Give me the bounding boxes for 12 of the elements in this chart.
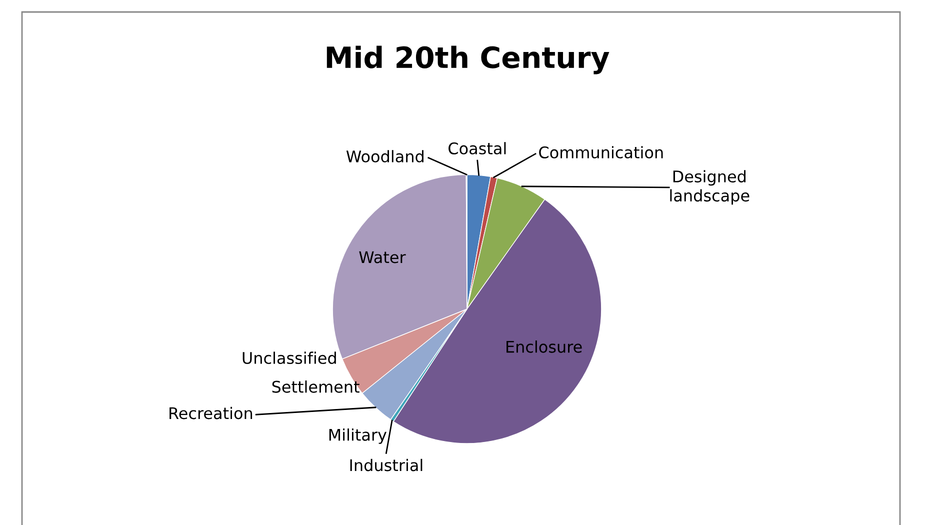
slice-label: Designed landscape: [670, 170, 750, 205]
category-label: Unclassified: [242, 352, 336, 364]
slice-label: Settlement: [272, 380, 360, 393]
slice-label: Woodland: [346, 150, 424, 162]
slice-label: Enclosure: [506, 340, 582, 353]
chart-title: Mid 20th Century: [326, 46, 610, 74]
category-label: Military: [329, 428, 387, 444]
slice-label: Coastal: [448, 142, 506, 154]
slice-label: Communication: [539, 146, 663, 158]
slice-label: Recreation: [170, 406, 252, 420]
slice-label: Industrial: [350, 458, 422, 472]
slice-label: Water: [359, 251, 406, 264]
